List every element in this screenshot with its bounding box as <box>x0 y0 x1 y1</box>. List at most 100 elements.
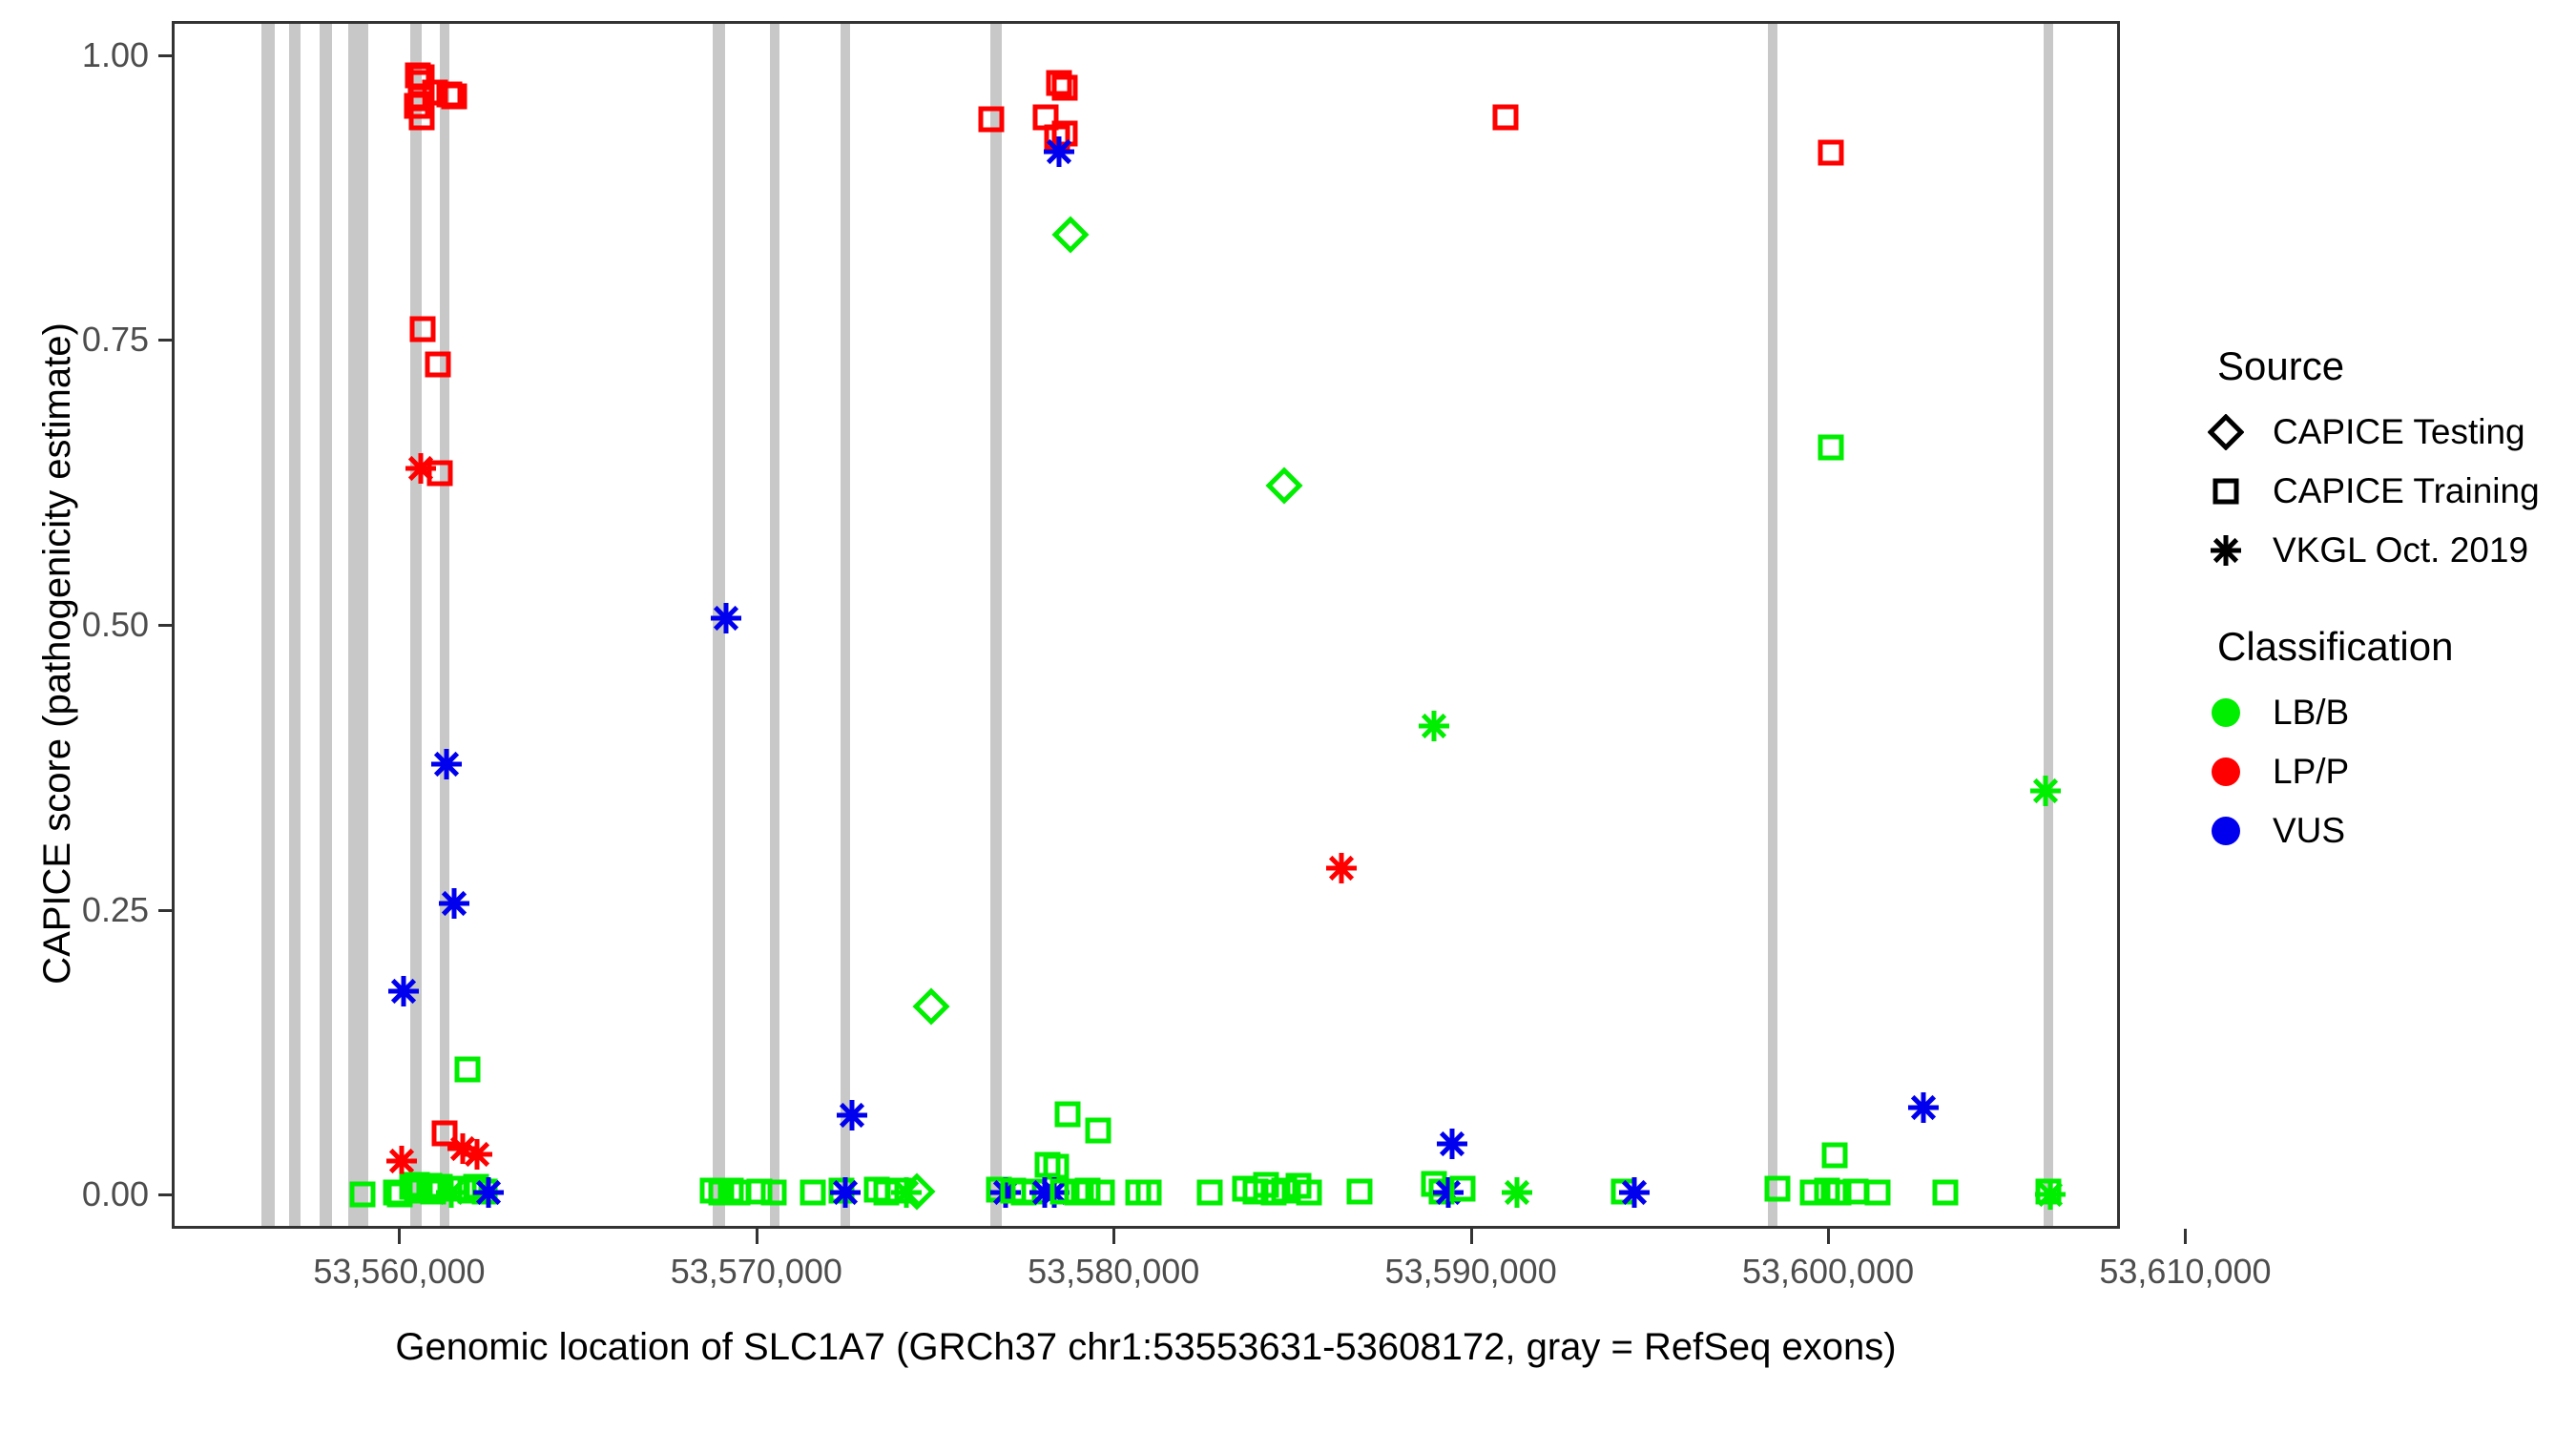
x-tick-label: 53,570,000 <box>670 1252 842 1291</box>
x-tick-label: 53,580,000 <box>1028 1252 1200 1291</box>
scatter-point <box>1050 119 1079 148</box>
scatter-point <box>1841 1177 1870 1206</box>
y-tick-mark <box>158 624 172 627</box>
refseq-exon-bar <box>990 24 1003 1226</box>
legend-item-square[interactable]: CAPICE Training <box>2194 462 2576 521</box>
scatter-point <box>1345 1177 1374 1206</box>
refseq-exon-bar <box>320 24 333 1226</box>
legend-group-classification: Classification LB/B LP/P VUS <box>2194 624 2576 861</box>
legend-title-classification: Classification <box>2217 624 2454 669</box>
scatter-point <box>862 1175 891 1204</box>
legend-item-diamond[interactable]: CAPICE Testing <box>2194 403 2576 462</box>
scatter-point <box>1195 1178 1224 1207</box>
x-tick-label: 53,560,000 <box>313 1252 486 1291</box>
scatter-point <box>912 986 950 1026</box>
scatter-point <box>1427 1177 1456 1206</box>
scatter-point <box>898 1172 936 1211</box>
scatter-point <box>1051 216 1090 254</box>
scatter-point <box>872 1178 901 1207</box>
color-dot-icon <box>2194 683 2257 742</box>
scatter-point <box>1798 1178 1827 1207</box>
square-icon <box>2194 462 2257 521</box>
legend-group-source: Source CAPICE Testing CAPICE Training VKGL… <box>2194 343 2576 580</box>
refseq-exon-bar <box>440 24 450 1226</box>
scatter-point <box>470 1177 499 1206</box>
scatter-point <box>1050 73 1079 102</box>
scatter-point <box>1252 1171 1280 1199</box>
refseq-exon-bar <box>409 24 422 1226</box>
scatter-point <box>1817 433 1845 462</box>
refseq-exon-bar <box>288 24 301 1226</box>
y-axis-tick-labels: 0.00 0.25 0.50 0.75 1.00 <box>0 0 172 1431</box>
scatter-point <box>445 1130 481 1167</box>
scatter-point <box>1616 1174 1652 1211</box>
scatter-point <box>1905 1089 1942 1126</box>
legend-item-lb-b[interactable]: LB/B <box>2194 683 2576 742</box>
scatter-point <box>1036 1174 1072 1211</box>
scatter-point <box>1084 1116 1112 1145</box>
scatter-point <box>459 1136 495 1172</box>
refseq-exon-bar <box>348 24 369 1226</box>
legend: Source CAPICE Testing CAPICE Training VKGL… <box>2194 343 2576 904</box>
color-dot-icon <box>2194 801 2257 861</box>
scatter-point <box>1813 1176 1841 1205</box>
legend-item-label: VKGL Oct. 2019 <box>2273 530 2529 570</box>
legend-classification-rows: LB/B LP/P VUS <box>2194 683 2576 861</box>
scatter-point <box>470 1174 507 1211</box>
scatter-point <box>1031 103 1060 132</box>
scatter-point <box>723 1178 752 1207</box>
scatter-point <box>453 1055 482 1084</box>
scatter-point <box>1931 1178 1960 1207</box>
refseq-exon-bar <box>840 24 850 1226</box>
diamond-icon <box>2194 403 2257 462</box>
scatter-point <box>1491 103 1520 132</box>
scatter-point <box>1009 1178 1038 1207</box>
scatter-point <box>1049 1177 1077 1206</box>
y-tick-mark <box>158 53 172 57</box>
scatter-point <box>1284 1172 1313 1200</box>
legend-item-label: LB/B <box>2273 693 2350 732</box>
scatter-point <box>1295 1178 1323 1207</box>
scatter-point <box>1042 1152 1070 1181</box>
scatter-point <box>1124 1178 1153 1207</box>
scatter-point <box>1134 1178 1163 1207</box>
scatter-point <box>1448 1174 1477 1203</box>
scatter-point <box>884 1176 913 1205</box>
scatter-point <box>1073 1176 1102 1205</box>
scatter-point <box>1420 1170 1448 1198</box>
scatter-point <box>1053 1100 1082 1129</box>
scatter-point <box>999 1176 1028 1205</box>
scatter-point <box>888 1174 924 1211</box>
scatter-point <box>1033 1151 1062 1179</box>
scatter-point <box>462 1172 490 1201</box>
x-axis-tick-labels: 53,560,000 53,570,000 53,580,000 53,590,000… <box>0 1252 2576 1299</box>
scatter-point <box>1824 1178 1853 1207</box>
x-tick-mark <box>398 1229 402 1244</box>
color-dot-icon <box>2194 742 2257 801</box>
scatter-point <box>1088 1178 1116 1207</box>
legend-item-label: CAPICE Training <box>2273 471 2540 510</box>
legend-item-vus[interactable]: VUS <box>2194 801 2576 861</box>
x-axis-title: Genomic location of SLC1A7 (GRCh37 chr1:… <box>395 1326 1897 1368</box>
x-tick-label: 53,610,000 <box>2099 1252 2272 1291</box>
plot-panel <box>172 21 2120 1229</box>
legend-item-asterisk[interactable]: VKGL Oct. 2019 <box>2194 521 2576 580</box>
legend-source-rows: CAPICE Testing CAPICE Training VKGL Oct. 2… <box>2194 403 2576 580</box>
scatter-point <box>1499 1174 1535 1211</box>
y-tick-label: 0.00 <box>81 1174 149 1214</box>
scatter-point <box>456 1176 485 1205</box>
scatter-point <box>1430 1174 1466 1211</box>
scatter-point <box>1045 69 1073 97</box>
x-tick-mark <box>1827 1229 1831 1244</box>
refseq-exon-bar <box>713 24 725 1226</box>
x-tick-mark <box>755 1229 758 1244</box>
scatter-point <box>382 1178 410 1207</box>
scatter-point <box>1041 134 1077 170</box>
legend-item-lp-p[interactable]: LP/P <box>2194 742 2576 801</box>
scatter-point <box>1259 1178 1288 1207</box>
y-tick-label: 1.00 <box>81 34 149 74</box>
refseq-exon-bar <box>769 24 779 1226</box>
x-axis-tick-marks <box>0 1229 2576 1244</box>
y-tick-mark <box>158 339 172 342</box>
scatter-point <box>1231 1174 1259 1203</box>
